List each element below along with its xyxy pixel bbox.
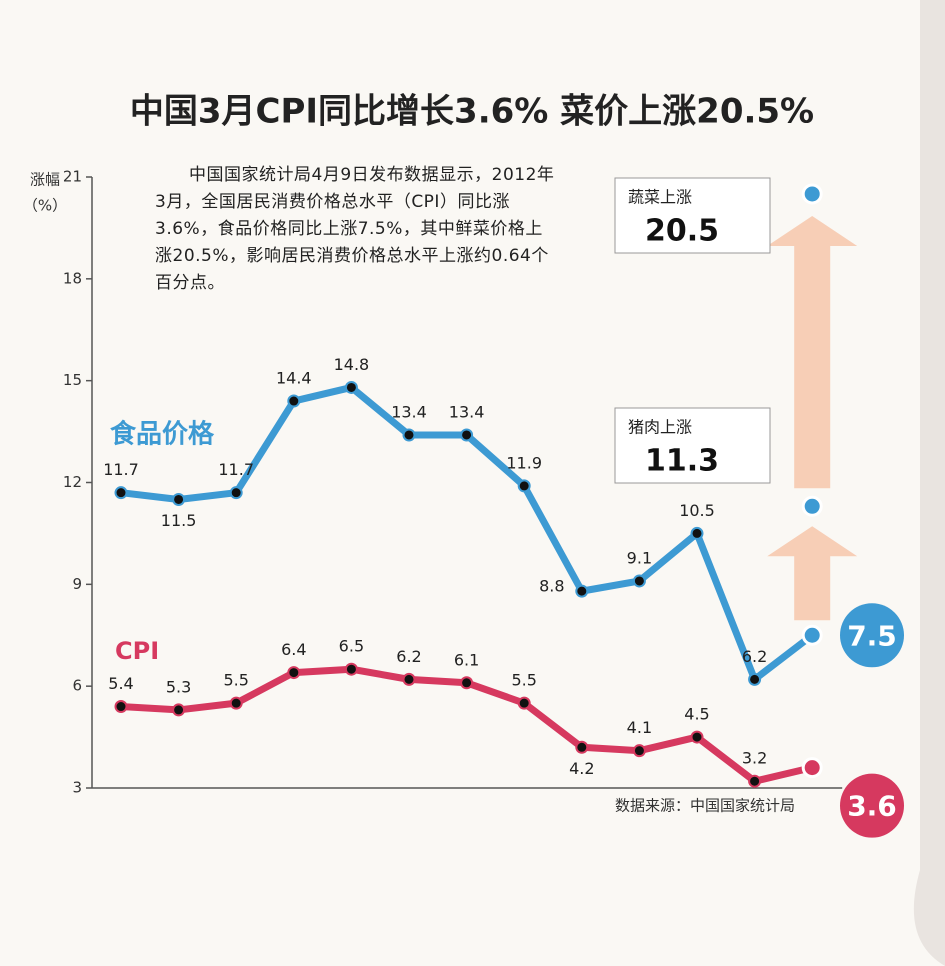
data-label: 3.2	[742, 749, 767, 768]
data-label: 11.9	[506, 453, 542, 472]
data-label: 11.7	[218, 460, 254, 479]
data-label: 11.5	[161, 511, 197, 530]
annotation-point	[801, 495, 823, 517]
data-label: 6.1	[454, 650, 479, 669]
y-tick-label: 9	[72, 575, 82, 593]
data-point	[801, 624, 823, 646]
data-point	[402, 428, 416, 442]
data-point	[632, 744, 646, 758]
annotation-box	[614, 177, 771, 254]
data-label: 14.8	[334, 355, 370, 374]
description: 中国国家统计局4月9日发布数据显示，2012年3月，全国居民消费价格总水平（CP…	[155, 165, 555, 293]
data-point	[172, 703, 186, 717]
data-point	[748, 774, 762, 788]
y-tick-label: 21	[63, 168, 82, 186]
data-label: 3.6	[847, 790, 897, 823]
y-tick-label: 15	[63, 371, 82, 389]
y-tick-label: 12	[63, 473, 82, 491]
data-point	[229, 696, 243, 710]
annotation-value: 11.3	[645, 444, 719, 479]
data-label: 5.3	[166, 677, 191, 696]
data-label: 9.1	[627, 548, 652, 567]
data-point	[575, 740, 589, 754]
annotation-value: 20.5	[645, 214, 719, 249]
data-label: 5.4	[108, 674, 133, 693]
arrow	[767, 526, 858, 621]
y-tick-label: 18	[63, 269, 82, 287]
data-label: 6.2	[742, 647, 767, 666]
data-point	[172, 492, 186, 506]
data-label: 13.4	[391, 402, 427, 421]
data-label: 11.7	[103, 460, 139, 479]
data-point	[460, 676, 474, 690]
data-point	[114, 700, 128, 714]
data-label: 5.5	[223, 671, 248, 690]
data-point	[344, 380, 358, 394]
data-point	[690, 526, 704, 540]
data-point	[402, 672, 416, 686]
data-label: 6.5	[339, 637, 364, 656]
data-label: 4.5	[684, 705, 709, 724]
data-label: 13.4	[449, 402, 485, 421]
data-label: 4.2	[569, 759, 594, 778]
y-tick-label: 6	[72, 677, 82, 695]
annotation-label: 蔬菜上涨	[628, 188, 692, 207]
data-point	[575, 584, 589, 598]
value-badge	[840, 603, 904, 668]
y-axis-label: 涨幅	[30, 171, 60, 189]
data-point	[690, 730, 704, 744]
data-point	[517, 479, 531, 493]
data-point	[748, 672, 762, 686]
value-badge	[840, 773, 904, 838]
y-axis-unit: （%）	[23, 197, 67, 215]
annotation-box	[614, 407, 771, 484]
data-point	[229, 486, 243, 500]
arrow	[767, 215, 858, 489]
data-label: 6.4	[281, 640, 306, 659]
data-point	[801, 757, 823, 779]
data-label: 6.2	[396, 647, 421, 666]
series-label: CPI	[115, 637, 159, 665]
data-point	[344, 662, 358, 676]
y-tick-label: 3	[72, 779, 82, 797]
data-label: 4.1	[627, 718, 652, 737]
data-point	[632, 574, 646, 588]
data-point	[517, 696, 531, 710]
data-label: 14.4	[276, 369, 312, 388]
data-label: 8.8	[539, 577, 564, 596]
data-point	[114, 486, 128, 500]
source: 数据来源：中国国家统计局	[615, 797, 795, 815]
data-label: 5.5	[511, 671, 536, 690]
annotation-point	[801, 183, 823, 205]
data-point	[287, 666, 301, 680]
data-label: 10.5	[679, 501, 715, 520]
chart-title: 中国3月CPI同比增长3.6% 菜价上涨20.5%	[130, 92, 814, 132]
series-label: 食品价格	[110, 419, 215, 450]
data-point	[287, 394, 301, 408]
data-label: 7.5	[847, 619, 897, 652]
data-point	[460, 428, 474, 442]
annotation-label: 猪肉上涨	[628, 418, 692, 437]
